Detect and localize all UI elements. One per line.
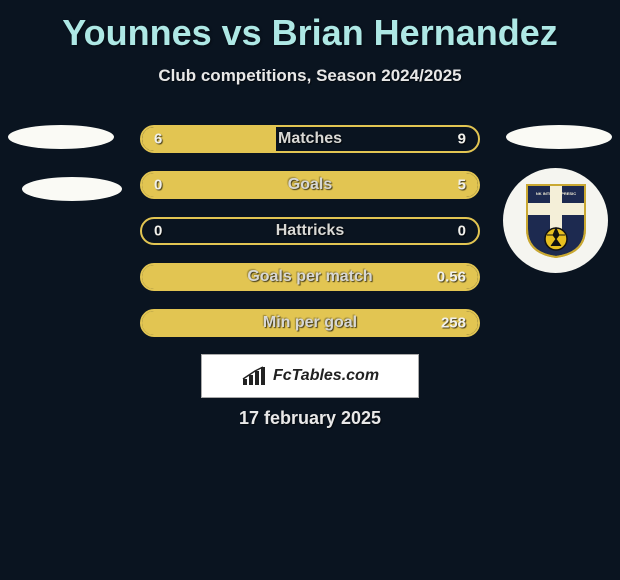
shield-icon: NK INTER ZAPRESIC <box>525 183 587 259</box>
left-player-badge-2 <box>22 177 122 201</box>
stat-value-right: 5 <box>458 177 466 194</box>
bar-chart-icon <box>241 365 267 387</box>
stats-container: 6 Matches 9 0 Goals 5 0 Hattricks 0 Goal… <box>140 125 480 355</box>
stat-value-right: 9 <box>458 131 466 148</box>
stat-value-left: 0 <box>154 177 162 194</box>
footer-date: 17 february 2025 <box>0 408 620 429</box>
stat-value-right: 0 <box>458 223 466 240</box>
left-player-badge-1 <box>8 125 114 149</box>
stat-label: Min per goal <box>142 314 478 332</box>
stat-value-left: 0 <box>154 223 162 240</box>
stat-label: Matches <box>142 130 478 148</box>
brand-badge[interactable]: FcTables.com <box>201 354 419 398</box>
stat-label: Goals per match <box>142 268 478 286</box>
stat-value-right: 258 <box>441 315 466 332</box>
stat-label: Hattricks <box>142 222 478 240</box>
stat-value-left: 6 <box>154 131 162 148</box>
stat-value-right: 0.56 <box>437 269 466 286</box>
stat-row-gpm: Goals per match 0.56 <box>140 263 480 291</box>
svg-text:NK INTER ZAPRESIC: NK INTER ZAPRESIC <box>535 191 575 196</box>
page-subtitle: Club competitions, Season 2024/2025 <box>0 66 620 86</box>
stat-row-matches: 6 Matches 9 <box>140 125 480 153</box>
page-title: Younnes vs Brian Hernandez <box>0 0 620 54</box>
stat-row-goals: 0 Goals 5 <box>140 171 480 199</box>
right-team-logo: NK INTER ZAPRESIC <box>503 168 608 273</box>
stat-row-hattricks: 0 Hattricks 0 <box>140 217 480 245</box>
stat-row-mpg: Min per goal 258 <box>140 309 480 337</box>
stat-label: Goals <box>142 176 478 194</box>
brand-text: FcTables.com <box>273 367 379 385</box>
right-player-badge-1 <box>506 125 612 149</box>
